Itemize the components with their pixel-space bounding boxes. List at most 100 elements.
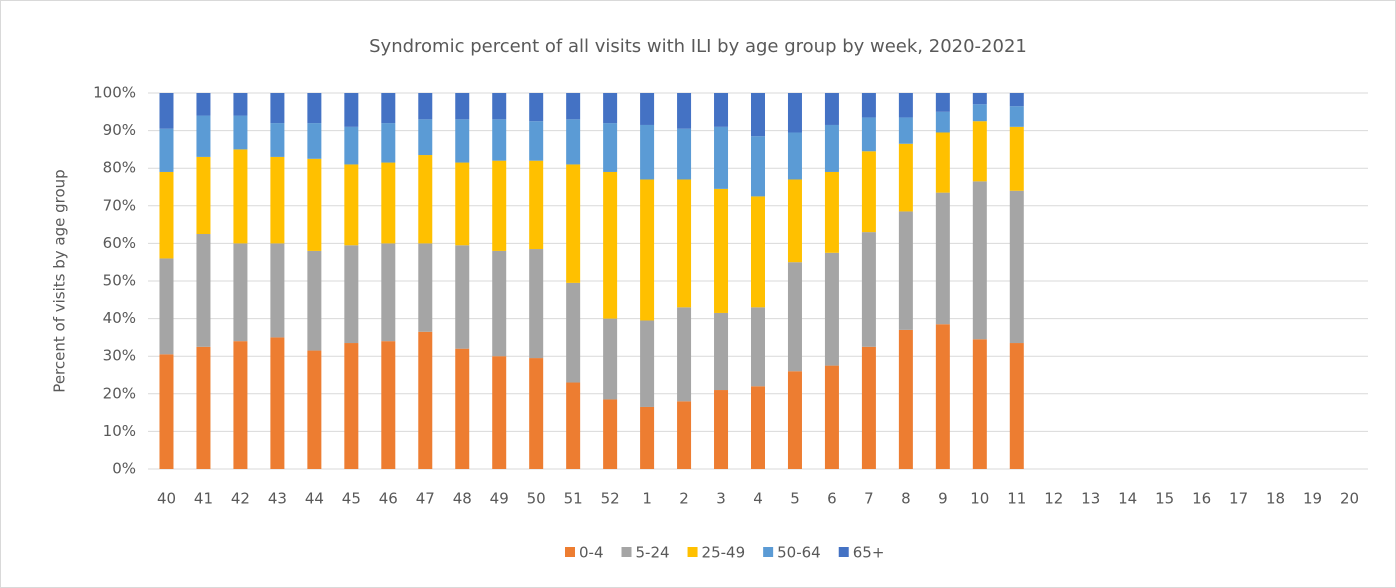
x-tick-label: 2 — [679, 490, 689, 508]
bar-segment — [677, 307, 692, 402]
bar-segment — [566, 119, 581, 165]
bar-segment — [603, 318, 618, 400]
bar-segment — [677, 401, 692, 469]
bar-segment — [233, 93, 248, 116]
bar-segment — [307, 123, 322, 159]
bar-segment — [861, 93, 876, 118]
x-tick-label: 44 — [305, 490, 324, 508]
bar-segment — [418, 243, 433, 332]
legend-label: 65+ — [853, 544, 885, 562]
bar-segment — [972, 339, 987, 469]
bar-segment — [787, 132, 802, 180]
bar-segment — [529, 249, 544, 359]
bar-segment — [455, 348, 470, 469]
bar-segment — [381, 93, 396, 124]
x-tick-label: 51 — [564, 490, 583, 508]
bar-segment — [861, 346, 876, 469]
bar-segment — [935, 132, 950, 193]
bar-segment — [898, 117, 913, 144]
bar-segment — [233, 243, 248, 342]
bar-segment — [1009, 126, 1024, 191]
bar-segment — [381, 162, 396, 244]
x-tick-label: 49 — [490, 490, 509, 508]
x-tick-label: 7 — [864, 490, 874, 508]
bar-segment — [972, 104, 987, 122]
bar-segment — [861, 117, 876, 152]
legend-swatch — [687, 547, 698, 557]
bar-segment — [824, 93, 839, 125]
legend-swatch — [838, 547, 849, 557]
bar-segment — [787, 93, 802, 133]
bar-segment — [196, 93, 211, 116]
legend-swatch — [565, 547, 575, 557]
bar-segment — [196, 346, 211, 469]
x-tick-label: 14 — [1118, 490, 1137, 508]
bar-segment — [529, 160, 544, 250]
bar-segment — [824, 365, 839, 469]
bar-segment — [677, 128, 692, 180]
bar-segment — [381, 341, 396, 469]
bar-segment — [233, 341, 248, 469]
bar-segment — [307, 250, 322, 351]
x-tick-label: 17 — [1229, 490, 1248, 508]
legend-label: 0-4 — [579, 544, 604, 562]
bar-segment — [492, 119, 507, 161]
bar-segment — [566, 282, 581, 383]
y-axis-label: Percent of visits by age group — [51, 169, 69, 392]
x-tick-label: 45 — [342, 490, 361, 508]
bar-segment — [972, 181, 987, 340]
bar-segment — [455, 245, 470, 349]
x-tick-label: 52 — [601, 490, 620, 508]
bar-segment — [603, 93, 618, 124]
bar-segment — [492, 250, 507, 357]
chart-title: Syndromic percent of all visits with ILI… — [369, 36, 1027, 57]
x-tick-label: 20 — [1340, 490, 1359, 508]
legend-label: 50-64 — [777, 544, 821, 562]
bar-segment — [1009, 106, 1024, 127]
x-tick-label: 47 — [416, 490, 435, 508]
bar-segment — [566, 93, 581, 120]
bar-segment — [159, 258, 174, 355]
bar-segment — [898, 329, 913, 469]
bar-segment — [640, 93, 655, 125]
bar-segment — [344, 126, 359, 165]
bar-segment — [196, 156, 211, 234]
bar-segment — [824, 252, 839, 366]
bar-segment — [861, 151, 876, 233]
bar-segment — [1009, 190, 1024, 344]
x-tick-label: 9 — [938, 490, 948, 508]
bar-segment — [529, 358, 544, 469]
y-tick-label: 50% — [103, 272, 136, 290]
bar-segment — [1009, 343, 1024, 469]
bar-segment — [159, 93, 174, 129]
x-tick-label: 6 — [827, 490, 837, 508]
bar-segment — [677, 93, 692, 129]
bar-segment — [344, 93, 359, 127]
y-tick-label: 30% — [103, 347, 136, 365]
bar-segment — [418, 331, 433, 469]
x-tick-label: 1 — [642, 490, 652, 508]
x-tick-label: 46 — [379, 490, 398, 508]
bar-segment — [381, 243, 396, 342]
bar-segment — [935, 192, 950, 325]
bar-segment — [603, 399, 618, 469]
bar-segment — [714, 312, 729, 391]
legend-swatch — [621, 547, 632, 557]
x-tick-label: 40 — [157, 490, 176, 508]
bar-segment — [344, 245, 359, 344]
bar-segment — [714, 93, 729, 127]
bar-segment — [677, 179, 692, 308]
bar-segment — [344, 164, 359, 246]
bar-segment — [196, 115, 211, 157]
bar-segment — [787, 179, 802, 263]
bar-segment — [603, 123, 618, 172]
bar-segment — [529, 121, 544, 161]
y-tick-label: 40% — [103, 309, 136, 327]
legend-swatch — [763, 547, 774, 557]
y-tick-label: 20% — [103, 384, 136, 402]
bar-segment — [344, 343, 359, 469]
bar-segment — [898, 211, 913, 330]
bar-segment — [455, 119, 470, 163]
